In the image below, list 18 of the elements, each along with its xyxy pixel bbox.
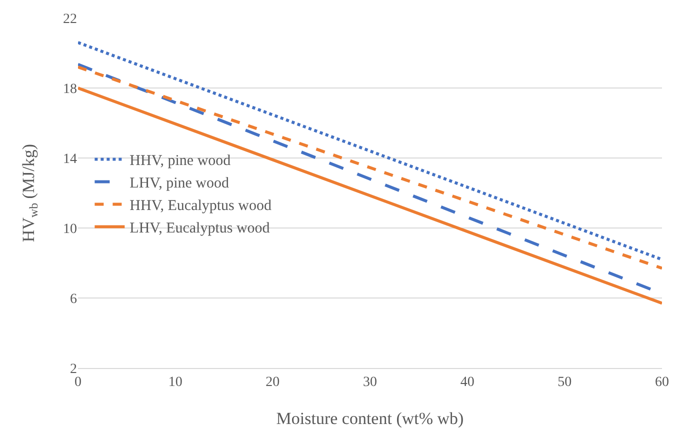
legend-label: LHV, Eucalyptus wood <box>130 220 270 237</box>
x-tick-label: 40 <box>460 374 474 390</box>
legend-label: HHV, Eucalyptus wood <box>130 198 272 214</box>
y-tick-label: 22 <box>63 12 77 27</box>
legend-label: HHV, pine wood <box>130 153 232 170</box>
y-tick-label: 14 <box>63 152 77 167</box>
x-tick-label: 10 <box>168 374 182 390</box>
y-tick-label: 6 <box>70 292 77 307</box>
x-axis-title: Moisture content (wt% wb) <box>276 409 464 428</box>
y-tick-label: 10 <box>63 222 77 237</box>
x-tick-label: 50 <box>558 374 572 390</box>
y-tick-label: 18 <box>63 82 77 97</box>
legend-label: LHV, pine wood <box>130 176 230 192</box>
x-tick-label: 20 <box>266 374 280 390</box>
x-tick-label: 60 <box>655 374 669 390</box>
x-tick-label: 0 <box>74 374 82 390</box>
x-tick-label: 30 <box>363 374 377 390</box>
y-tick-label: 2 <box>70 362 77 377</box>
